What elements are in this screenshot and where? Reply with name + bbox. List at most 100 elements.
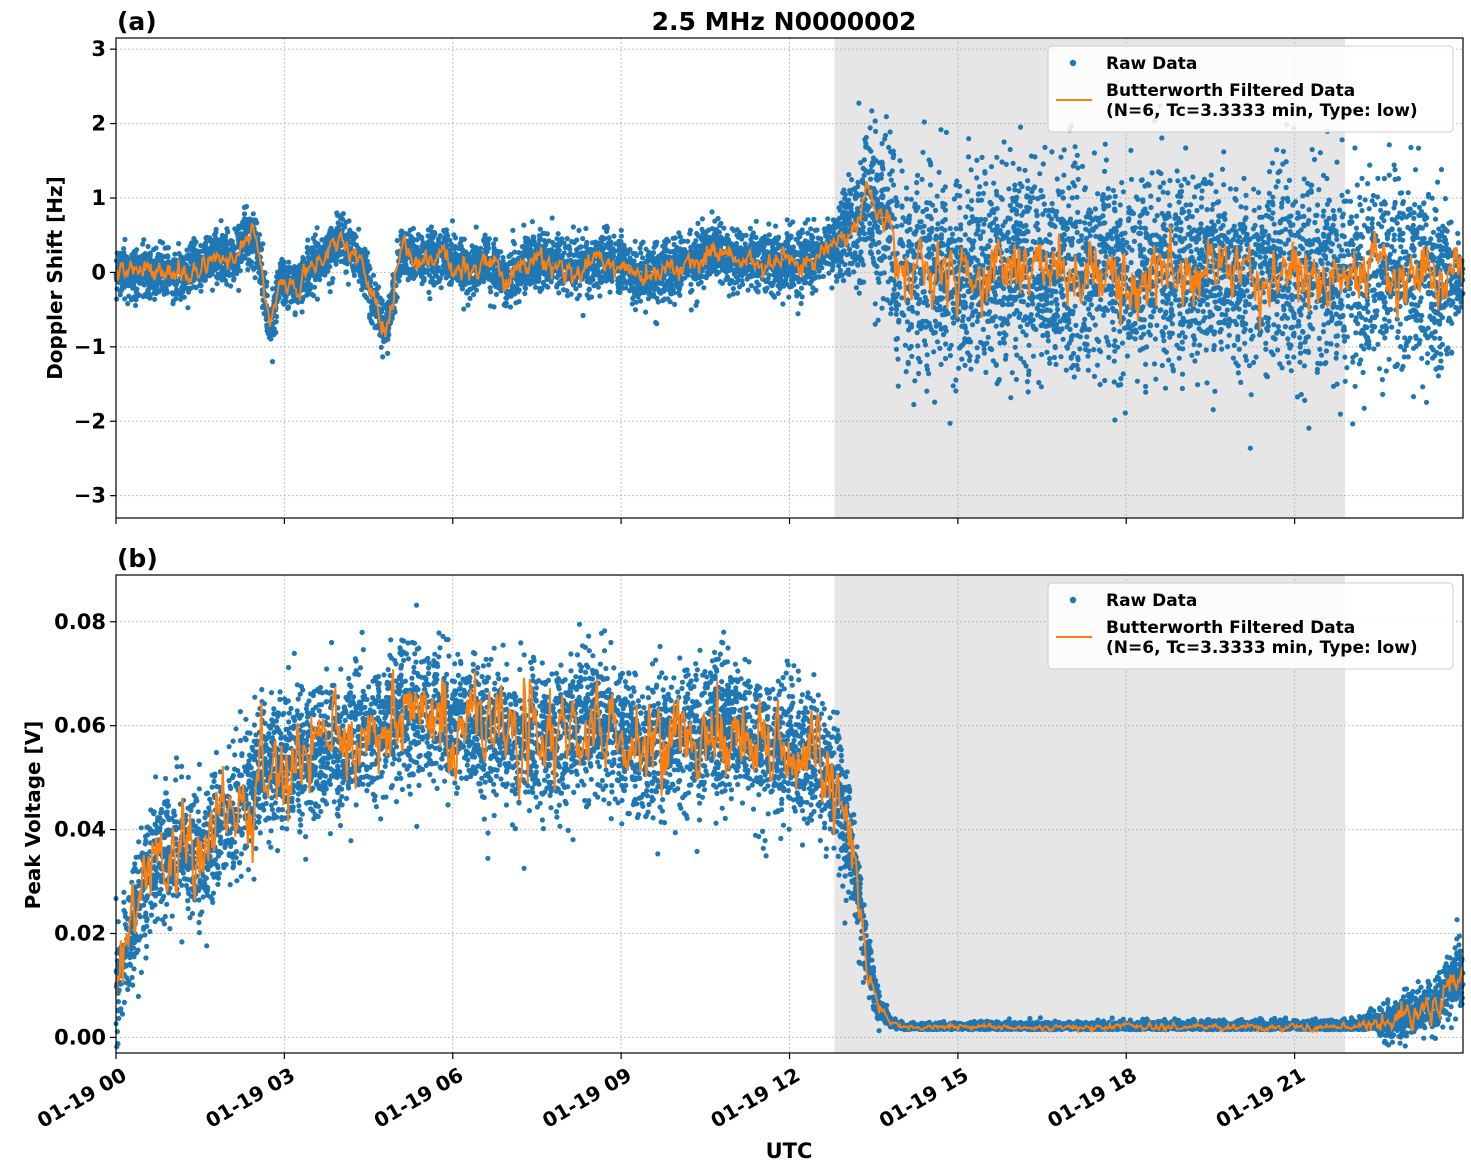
raw-data-point	[1001, 285, 1007, 292]
raw-data-point	[946, 346, 953, 352]
raw-data-point	[991, 180, 997, 186]
raw-data-point	[1455, 230, 1461, 237]
raw-data-point	[1363, 317, 1369, 323]
raw-data-point	[1345, 189, 1351, 195]
raw-data-point	[218, 218, 224, 224]
raw-data-point	[895, 383, 901, 389]
raw-data-point	[185, 305, 191, 311]
raw-data-point	[618, 233, 625, 239]
raw-data-point	[1320, 329, 1326, 335]
raw-data-point	[1347, 219, 1353, 225]
raw-data-point	[1126, 216, 1132, 222]
raw-data-point	[966, 357, 973, 363]
raw-data-point	[1365, 181, 1371, 187]
raw-data-point	[174, 287, 180, 293]
raw-data-point	[1060, 195, 1066, 201]
raw-data-point	[811, 216, 817, 222]
raw-data-point	[974, 358, 980, 364]
raw-data-point	[1176, 333, 1182, 339]
raw-data-point	[473, 224, 479, 230]
raw-data-point	[511, 249, 518, 255]
raw-data-point	[1300, 245, 1306, 252]
raw-data-point	[1210, 407, 1216, 413]
raw-data-point	[1342, 378, 1348, 384]
raw-data-point	[905, 361, 911, 367]
raw-data-point	[1016, 188, 1022, 194]
raw-data-point	[1242, 309, 1248, 315]
raw-data-point	[1285, 336, 1291, 342]
raw-data-point	[145, 243, 151, 250]
raw-data-point	[1232, 195, 1238, 202]
raw-data-point	[1382, 335, 1388, 341]
raw-data-point	[1186, 208, 1192, 215]
raw-data-point	[1352, 145, 1358, 151]
raw-data-point	[873, 128, 879, 134]
raw-data-point	[1110, 187, 1116, 194]
raw-data-point	[1343, 241, 1349, 247]
raw-data-point	[929, 202, 936, 208]
raw-data-point	[1030, 195, 1036, 201]
raw-data-point	[1404, 214, 1410, 220]
raw-data-point	[861, 157, 867, 163]
raw-data-point	[904, 196, 910, 202]
raw-data-point	[1341, 338, 1348, 344]
raw-data-point	[1399, 366, 1405, 372]
raw-data-point	[1179, 385, 1185, 392]
raw-data-point	[992, 292, 999, 298]
raw-data-point	[1194, 350, 1200, 356]
raw-data-point	[1059, 286, 1065, 292]
raw-data-point	[1275, 347, 1281, 353]
raw-data-point	[1233, 186, 1239, 192]
raw-data-point	[1280, 161, 1286, 167]
raw-data-point	[877, 229, 883, 235]
raw-data-point	[1007, 146, 1013, 153]
raw-data-point	[1094, 362, 1101, 368]
raw-data-point	[1045, 338, 1051, 344]
raw-data-point	[1185, 180, 1191, 186]
raw-data-point	[1162, 385, 1169, 391]
raw-data-point	[1221, 182, 1227, 188]
raw-data-point	[1236, 234, 1243, 240]
raw-data-point	[1137, 213, 1143, 219]
raw-data-point	[1369, 225, 1375, 231]
raw-data-point	[773, 223, 779, 229]
raw-data-point	[924, 352, 930, 358]
raw-data-point	[904, 319, 911, 325]
raw-data-point	[1402, 335, 1408, 341]
raw-data-point	[1151, 308, 1157, 315]
raw-data-point	[152, 296, 158, 302]
raw-data-point	[1213, 189, 1219, 195]
raw-data-point	[1112, 193, 1118, 199]
raw-data-point	[924, 363, 930, 369]
raw-data-point	[897, 158, 903, 164]
raw-data-point	[1408, 144, 1414, 151]
raw-data-point	[1053, 361, 1059, 367]
raw-data-point	[1279, 200, 1285, 206]
raw-data-point	[1165, 190, 1171, 196]
raw-data-point	[1012, 182, 1018, 188]
raw-data-point	[1131, 238, 1137, 244]
raw-data-point	[1297, 359, 1303, 365]
raw-data-point	[796, 279, 802, 285]
raw-data-point	[688, 307, 694, 313]
raw-data-point	[1317, 150, 1323, 156]
raw-data-point	[1195, 382, 1201, 388]
raw-data-point	[1240, 291, 1246, 297]
raw-data-point	[576, 227, 582, 233]
raw-data-point	[1061, 231, 1067, 238]
raw-data-point	[203, 240, 209, 246]
raw-data-point	[1376, 366, 1383, 372]
panel-a-label: (a)	[117, 7, 157, 36]
raw-data-point	[1213, 285, 1219, 291]
raw-data-point	[1165, 210, 1171, 216]
raw-data-point	[1388, 294, 1394, 300]
raw-data-point	[954, 192, 960, 198]
raw-data-point	[798, 285, 805, 291]
raw-data-point	[1334, 236, 1340, 242]
raw-data-point	[943, 129, 950, 135]
raw-data-point	[953, 388, 959, 394]
raw-data-point	[1090, 315, 1096, 321]
raw-data-point	[695, 220, 701, 226]
raw-data-point	[932, 207, 939, 213]
